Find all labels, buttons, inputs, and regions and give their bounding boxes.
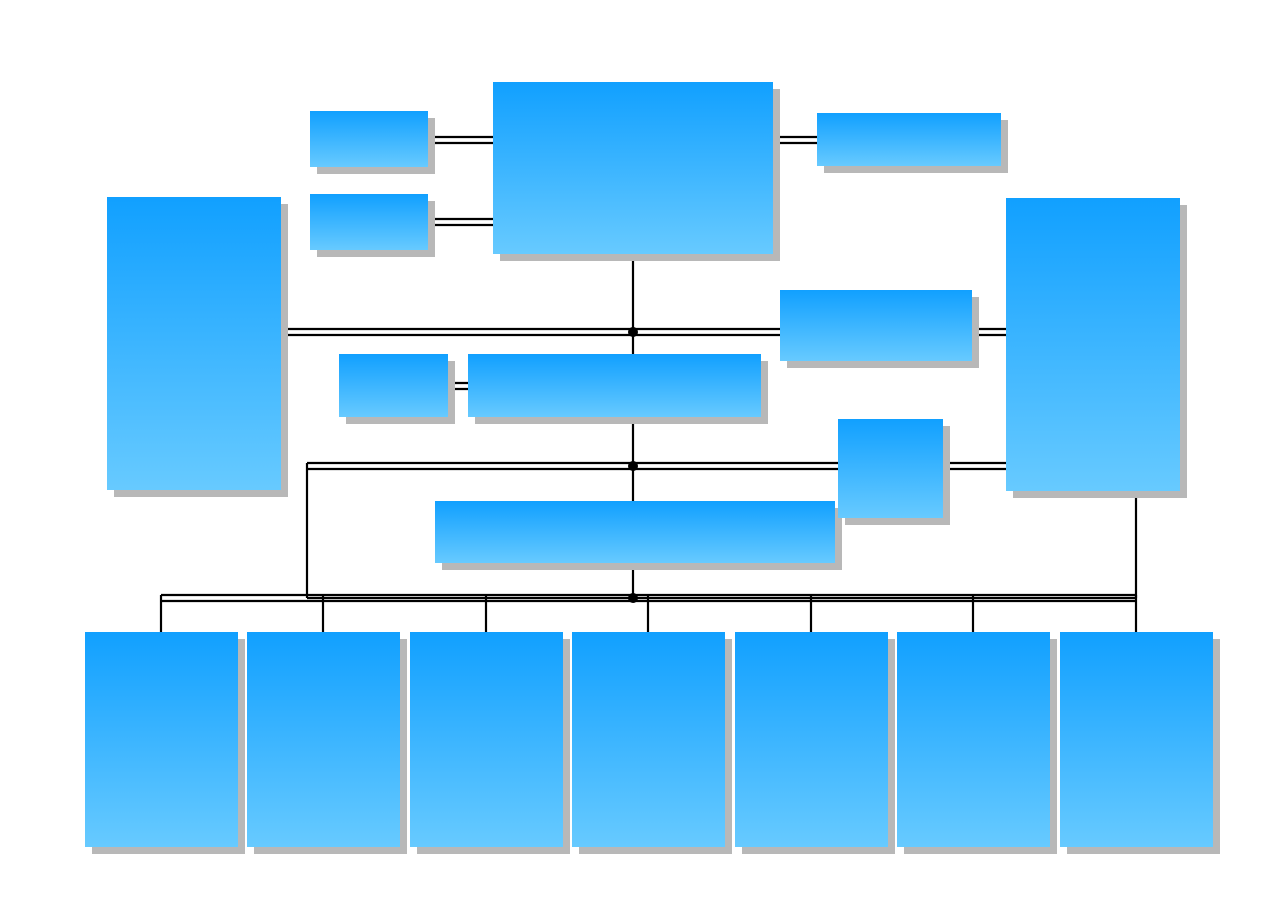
node-mid-left-small <box>339 354 448 417</box>
node-mid-center <box>468 354 761 417</box>
node-leaf-2 <box>247 632 400 847</box>
nodes-layer <box>85 82 1213 847</box>
node-leaf-5 <box>735 632 888 847</box>
node-tall-left <box>107 197 281 490</box>
node-leaf-4 <box>572 632 725 847</box>
node-leaf-6 <box>897 632 1050 847</box>
org-chart-diagram <box>0 0 1280 904</box>
node-top-right <box>817 113 1001 166</box>
node-top-left-1 <box>310 111 428 167</box>
node-leaf-1 <box>85 632 238 847</box>
node-tall-right <box>1006 198 1180 491</box>
node-mid-right-1 <box>780 290 972 361</box>
node-leaf-3 <box>410 632 563 847</box>
node-top-main <box>493 82 773 254</box>
node-mid-square <box>838 419 943 518</box>
node-top-left-2 <box>310 194 428 250</box>
node-bar-wide <box>435 501 835 563</box>
node-leaf-7 <box>1060 632 1213 847</box>
